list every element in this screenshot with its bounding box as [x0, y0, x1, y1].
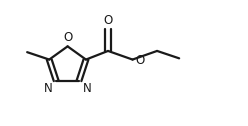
Text: O: O [103, 14, 113, 27]
Text: O: O [135, 54, 145, 67]
Text: N: N [83, 82, 91, 95]
Text: O: O [63, 31, 72, 44]
Text: N: N [44, 82, 53, 95]
